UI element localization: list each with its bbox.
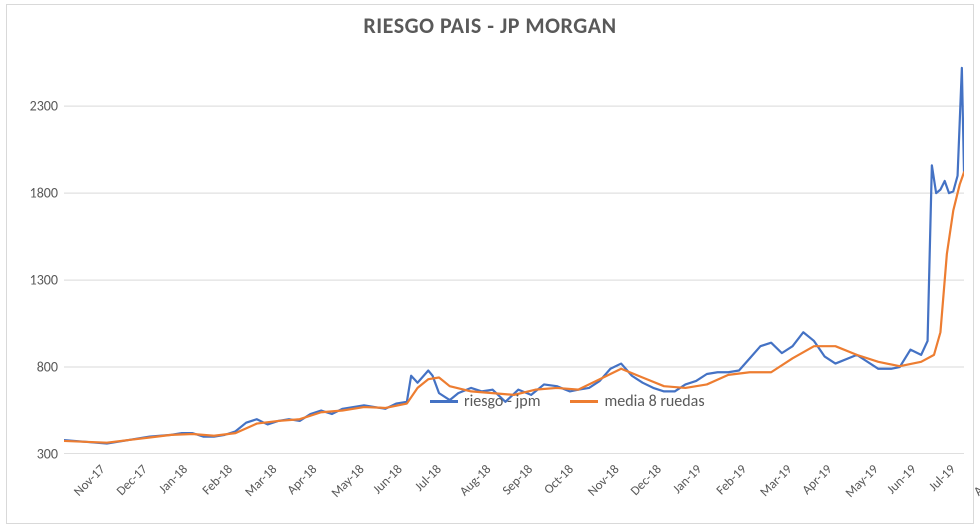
series-line bbox=[64, 68, 964, 444]
legend-swatch bbox=[570, 400, 598, 403]
y-tick-label: 1800 bbox=[8, 185, 58, 202]
y-tick-label: 1300 bbox=[8, 272, 58, 289]
legend-item: media 8 ruedas bbox=[570, 392, 704, 411]
chart-container: RIESGO PAIS - JP MORGAN 300 800 1300 1800 23… bbox=[0, 0, 980, 528]
y-tick-label: 800 bbox=[8, 359, 58, 376]
legend-label: media 8 ruedas bbox=[604, 392, 704, 411]
chart-title: RIESGO PAIS - JP MORGAN bbox=[0, 12, 980, 39]
legend-item: riesgo - jpm bbox=[430, 392, 540, 411]
legend-label: riesgo - jpm bbox=[464, 392, 540, 411]
legend-swatch bbox=[430, 400, 458, 403]
y-tick-label: 300 bbox=[8, 446, 58, 463]
y-tick-label: 2300 bbox=[8, 98, 58, 115]
legend: riesgo - jpm media 8 ruedas bbox=[430, 392, 705, 411]
